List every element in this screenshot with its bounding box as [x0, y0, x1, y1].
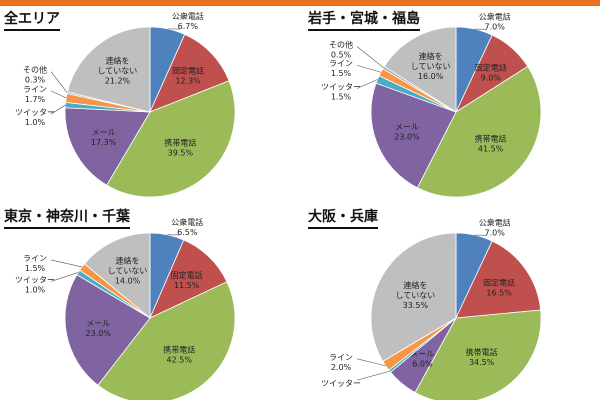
leader-line: [356, 64, 381, 73]
slice-label-other: その他: [329, 40, 353, 50]
pie-panel-osaka-hyogo: 大阪・兵庫 公衆電話 7.0% 固定電話 16.5% 携帯電話 34.5% メール 6.0% ツ…: [300, 204, 600, 400]
slice-value-twitter: 1.0%: [25, 285, 46, 294]
slice-label-mobile-phone: 携帯電話: [466, 347, 498, 357]
slice-value-no-contact: 33.5%: [403, 301, 429, 310]
top-accent-bar: [0, 0, 600, 6]
slice-label-mail: メール: [395, 122, 419, 131]
slice-value-line: 1.5%: [25, 264, 46, 273]
slice-label-twitter: ツイッター: [321, 379, 361, 388]
slice-value-public-phone: 7.0%: [485, 228, 506, 237]
slice-label-twitter: ツイッター: [321, 82, 361, 91]
slice-value-line: 1.7%: [25, 95, 46, 104]
slice-label-public-phone: 公衆電話: [171, 217, 203, 227]
slice-label-line: ライン: [329, 59, 353, 68]
slice-value-mail: 23.0%: [86, 329, 112, 338]
slice-label-no-contact: していない: [108, 266, 148, 275]
slice-label-mobile-phone: 携帯電話: [164, 138, 196, 148]
slice-value-landline: 16.5%: [486, 289, 512, 298]
chart-title: 大阪・兵庫: [308, 206, 378, 229]
slice-value-no-contact: 21.2%: [105, 77, 131, 86]
leader-line: [50, 104, 66, 115]
slice-label-mail: メール: [92, 128, 116, 137]
slice-value-mobile-phone: 42.5%: [167, 355, 193, 364]
pie-slice-mobile-phone: [416, 65, 542, 198]
slice-value-mobile-phone: 34.5%: [469, 358, 495, 367]
leader-line: [356, 46, 384, 68]
chart-title: 全エリア: [4, 8, 60, 31]
pie-slice-mail: [64, 274, 151, 386]
leader-line: [50, 272, 79, 282]
slice-label-mobile-phone: 携帯電話: [163, 344, 195, 354]
slice-value-landline: 12.3%: [175, 77, 201, 86]
slice-value-no-contact: 16.0%: [418, 72, 444, 81]
leader-line: [50, 90, 67, 99]
pie-slice-no-contact: [370, 232, 457, 362]
slice-label-other: その他: [23, 65, 47, 75]
slice-label-no-contact: していない: [98, 67, 138, 76]
pie-chart-tokyo-kanagawa-chiba: 公衆電話6.5%固定電話11.5%携帯電話42.5%メール23.0%ツイッター1…: [15, 217, 236, 400]
slice-value-landline: 9.0%: [481, 73, 502, 82]
slice-value-mobile-phone: 39.5%: [168, 149, 194, 158]
chart-title: 東京・神奈川・千葉: [4, 206, 130, 229]
leader-line: [356, 358, 386, 367]
slice-value-mail: 6.0%: [412, 360, 433, 369]
leader-line: [356, 79, 378, 89]
slice-label-no-contact: 連絡を: [403, 280, 427, 290]
pie-panel-tokyo-kanagawa-chiba: 東京・神奈川・千葉 公衆電話 6.5% 固定電話 11.5% 携帯電話 42.5% メール 2…: [0, 204, 300, 400]
slice-label-public-phone: 公衆電話: [172, 11, 204, 21]
pie-slice-landline: [149, 33, 230, 113]
slice-label-landline: 固定電話: [475, 62, 507, 72]
pie-chart-iwate-miyagi-fukushima: 公衆電話7.0%固定電話9.0%携帯電話41.5%メール23.0%ツイッター1.…: [321, 11, 542, 198]
slice-label-line: ライン: [23, 254, 47, 263]
slice-label-no-contact: していない: [411, 62, 451, 71]
slice-label-line: ライン: [23, 85, 47, 94]
slice-value-twitter: 1.0%: [25, 118, 46, 127]
slice-label-no-contact: 連絡を: [105, 56, 129, 66]
slice-label-mobile-phone: 携帯電話: [475, 133, 507, 143]
slice-value-mobile-phone: 41.5%: [478, 144, 504, 153]
slice-label-landline: 固定電話: [483, 278, 515, 288]
slice-value-other: 0.3%: [25, 76, 46, 85]
slice-value-mail: 17.3%: [91, 138, 117, 147]
pie-slice-mobile-phone: [97, 281, 236, 400]
slice-value-landline: 11.5%: [174, 281, 200, 290]
leader-line: [50, 259, 83, 268]
pie-slice-mail: [64, 107, 151, 186]
slice-value-line: 2.0%: [331, 363, 352, 372]
pie-slice-mobile-phone: [106, 80, 236, 198]
slice-label-twitter: ツイッター: [15, 275, 55, 284]
slice-value-public-phone: 6.5%: [177, 228, 198, 237]
slice-value-no-contact: 14.0%: [115, 276, 141, 285]
slice-label-landline: 固定電話: [172, 66, 204, 76]
pie-slice-mail: [370, 82, 457, 189]
slice-value-public-phone: 7.0%: [485, 22, 506, 31]
slice-label-public-phone: 公衆電話: [479, 217, 511, 227]
pie-slice-no-contact: [83, 232, 151, 319]
slice-label-no-contact: 連絡を: [419, 51, 443, 61]
slice-value-public-phone: 6.7%: [178, 22, 199, 31]
slice-label-twitter: ツイッター: [15, 108, 55, 117]
pie-slice-mobile-phone: [414, 309, 542, 400]
slice-value-line: 1.5%: [331, 69, 352, 78]
pie-slice-no-contact: [66, 26, 151, 113]
pie-panel-all-areas: 全エリア 公衆電話 6.7% 固定電話 12.3% 携帯電話 39.5% メール 17.3% ツ…: [0, 6, 300, 201]
slice-value-other: 0.5%: [331, 51, 352, 60]
slice-label-mail: メール: [410, 350, 434, 359]
pie-slice-no-contact: [383, 26, 457, 113]
slice-value-twitter: 1.5%: [331, 92, 352, 101]
leader-line: [50, 71, 68, 93]
slice-value-mail: 23.0%: [394, 132, 420, 141]
slice-label-line: ライン: [329, 353, 353, 362]
slice-label-landline: 固定電話: [171, 270, 203, 280]
slice-label-public-phone: 公衆電話: [479, 11, 511, 21]
slice-label-no-contact: していない: [396, 291, 436, 300]
pie-chart-all-areas: 公衆電話6.7%固定電話12.3%携帯電話39.5%メール17.3%ツイッター1…: [15, 11, 236, 198]
pie-panel-iwate-miyagi-fukushima: 岩手・宮城・福島 公衆電話 7.0% 固定電話 9.0% 携帯電話 41.5% メール 23.…: [300, 6, 600, 201]
chart-title: 岩手・宮城・福島: [308, 8, 420, 31]
leader-line: [356, 370, 390, 381]
slice-label-mail: メール: [86, 319, 110, 328]
pie-slice-landline: [455, 240, 542, 319]
slice-label-no-contact: 連絡を: [116, 255, 140, 265]
